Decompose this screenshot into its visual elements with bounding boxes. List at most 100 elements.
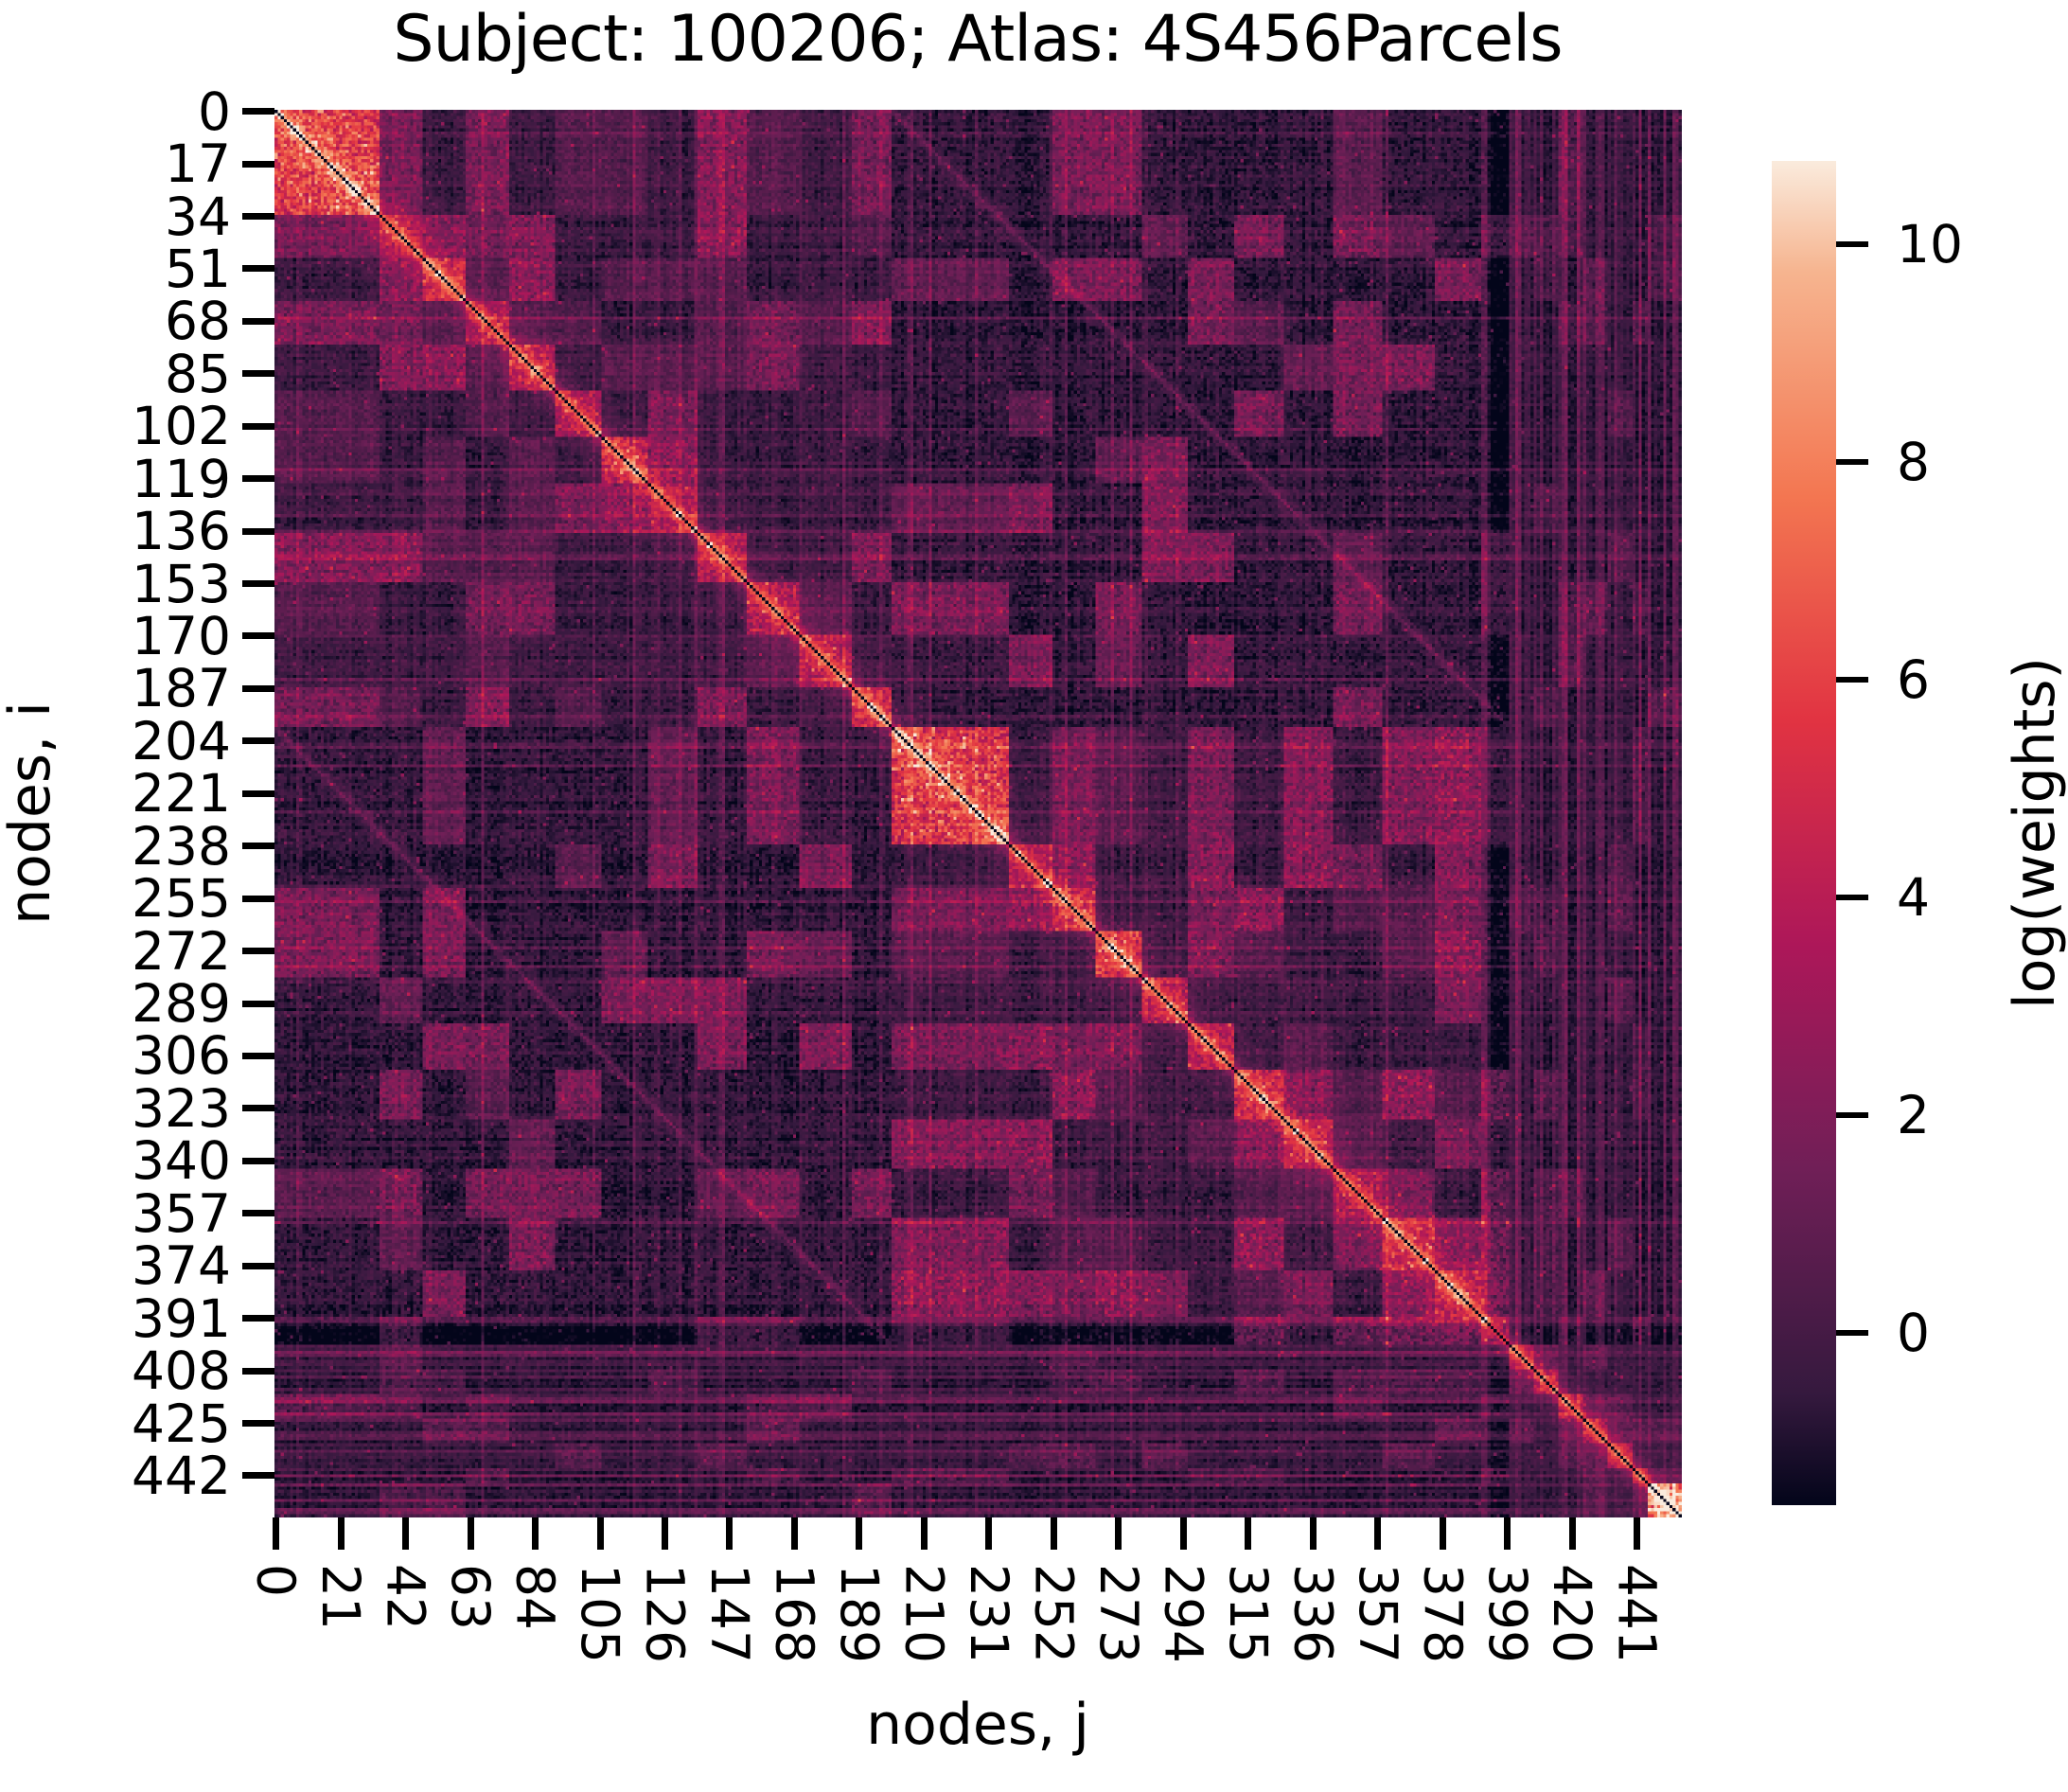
- x-tick-mark: [985, 1517, 993, 1550]
- y-tick-mark: [242, 843, 274, 850]
- y-tick-mark: [242, 213, 274, 220]
- y-tick-label: 408: [132, 1340, 231, 1402]
- y-tick-label: 170: [132, 605, 231, 666]
- y-tick-mark: [242, 790, 274, 797]
- y-tick-label: 425: [132, 1393, 231, 1454]
- colorbar-tick-label: 6: [1897, 649, 1930, 710]
- y-tick-mark: [242, 895, 274, 902]
- colorbar-tick-mark: [1836, 1330, 1868, 1336]
- x-tick-mark: [726, 1517, 734, 1550]
- x-axis-label: nodes, j: [866, 1692, 1089, 1758]
- y-tick-mark: [242, 317, 274, 325]
- y-tick-mark: [242, 108, 274, 115]
- x-tick-mark: [337, 1517, 345, 1550]
- x-tick-mark: [662, 1517, 668, 1550]
- x-tick-mark: [1115, 1517, 1122, 1550]
- x-tick-label: 147: [698, 1564, 760, 1663]
- y-tick-mark: [242, 422, 274, 430]
- x-tick-label: 420: [1542, 1564, 1603, 1663]
- y-tick-label: 17: [165, 133, 231, 195]
- y-tick-mark: [242, 1315, 274, 1322]
- colorbar-tick-mark: [1836, 241, 1868, 247]
- y-tick-label: 323: [132, 1077, 231, 1139]
- page-title: Subject: 100206; Atlas: 4S456Parcels: [393, 2, 1563, 77]
- x-tick-mark: [467, 1517, 474, 1550]
- x-tick-label: 21: [310, 1564, 372, 1630]
- x-tick-mark: [1050, 1517, 1057, 1550]
- y-tick-label: 34: [165, 186, 231, 247]
- y-tick-label: 391: [132, 1287, 231, 1349]
- x-tick-label: 84: [504, 1564, 566, 1630]
- y-tick-mark: [242, 1157, 274, 1164]
- y-tick-mark: [242, 527, 274, 535]
- colorbar-tick-label: 8: [1897, 432, 1930, 492]
- y-tick-mark: [242, 684, 274, 692]
- y-tick-mark: [242, 1367, 274, 1375]
- x-tick-label: 273: [1087, 1564, 1149, 1663]
- y-tick-label: 204: [132, 710, 231, 772]
- x-tick-label: 441: [1606, 1564, 1668, 1663]
- y-tick-label: 0: [198, 80, 231, 142]
- x-tick-label: 378: [1412, 1564, 1474, 1663]
- x-tick-label: 0: [245, 1564, 307, 1597]
- y-tick-mark: [242, 160, 274, 168]
- x-tick-mark: [1634, 1517, 1641, 1550]
- y-axis-label: nodes, i: [0, 701, 63, 925]
- y-tick-mark: [242, 1052, 274, 1059]
- connectivity-heatmap: [274, 110, 1682, 1517]
- y-tick-label: 442: [132, 1445, 231, 1506]
- x-tick-label: 210: [893, 1564, 955, 1663]
- x-tick-mark: [856, 1517, 863, 1550]
- y-tick-label: 119: [132, 448, 231, 509]
- colorbar-gradient: [1772, 161, 1836, 1505]
- x-tick-label: 189: [828, 1564, 890, 1663]
- y-tick-label: 102: [132, 396, 231, 457]
- y-tick-mark: [242, 1472, 274, 1480]
- y-tick-label: 187: [132, 658, 231, 719]
- x-tick-mark: [1568, 1517, 1576, 1550]
- y-tick-mark: [242, 632, 274, 640]
- y-tick-label: 340: [132, 1130, 231, 1192]
- colorbar-tick-mark: [1836, 459, 1868, 465]
- x-tick-label: 105: [570, 1564, 631, 1663]
- x-tick-label: 63: [440, 1564, 502, 1630]
- x-tick-mark: [532, 1517, 539, 1550]
- y-tick-label: 306: [132, 1025, 231, 1087]
- x-tick-label: 231: [958, 1564, 1019, 1663]
- colorbar-label: log(weights): [2002, 657, 2068, 1009]
- x-tick-label: 294: [1153, 1564, 1214, 1663]
- y-tick-label: 238: [132, 815, 231, 877]
- x-tick-label: 42: [375, 1564, 436, 1630]
- x-tick-mark: [1309, 1517, 1317, 1550]
- colorbar-tick-mark: [1836, 1112, 1868, 1118]
- x-tick-label: 399: [1476, 1564, 1538, 1663]
- x-tick-label: 168: [764, 1564, 825, 1663]
- colorbar-tick-label: 4: [1897, 867, 1930, 928]
- x-tick-mark: [1179, 1517, 1187, 1550]
- x-tick-mark: [1245, 1517, 1252, 1550]
- x-tick-mark: [596, 1517, 604, 1550]
- x-tick-label: 315: [1217, 1564, 1279, 1663]
- y-tick-label: 255: [132, 868, 231, 930]
- x-tick-mark: [920, 1517, 928, 1550]
- x-tick-mark: [790, 1517, 798, 1550]
- y-tick-label: 68: [165, 291, 231, 352]
- x-tick-label: 336: [1282, 1564, 1344, 1663]
- y-tick-label: 374: [132, 1235, 231, 1297]
- y-tick-mark: [242, 370, 274, 378]
- y-tick-mark: [242, 1000, 274, 1007]
- y-tick-mark: [242, 1105, 274, 1112]
- y-tick-mark: [242, 580, 274, 588]
- x-tick-mark: [1374, 1517, 1382, 1550]
- y-tick-label: 357: [132, 1182, 231, 1244]
- y-tick-mark: [242, 1262, 274, 1269]
- y-tick-label: 136: [132, 501, 231, 562]
- y-tick-label: 85: [165, 343, 231, 404]
- y-tick-mark: [242, 948, 274, 955]
- y-tick-label: 221: [132, 763, 231, 825]
- y-tick-mark: [242, 475, 274, 483]
- y-tick-mark: [242, 737, 274, 745]
- y-tick-mark: [242, 1210, 274, 1217]
- y-tick-label: 51: [165, 238, 231, 299]
